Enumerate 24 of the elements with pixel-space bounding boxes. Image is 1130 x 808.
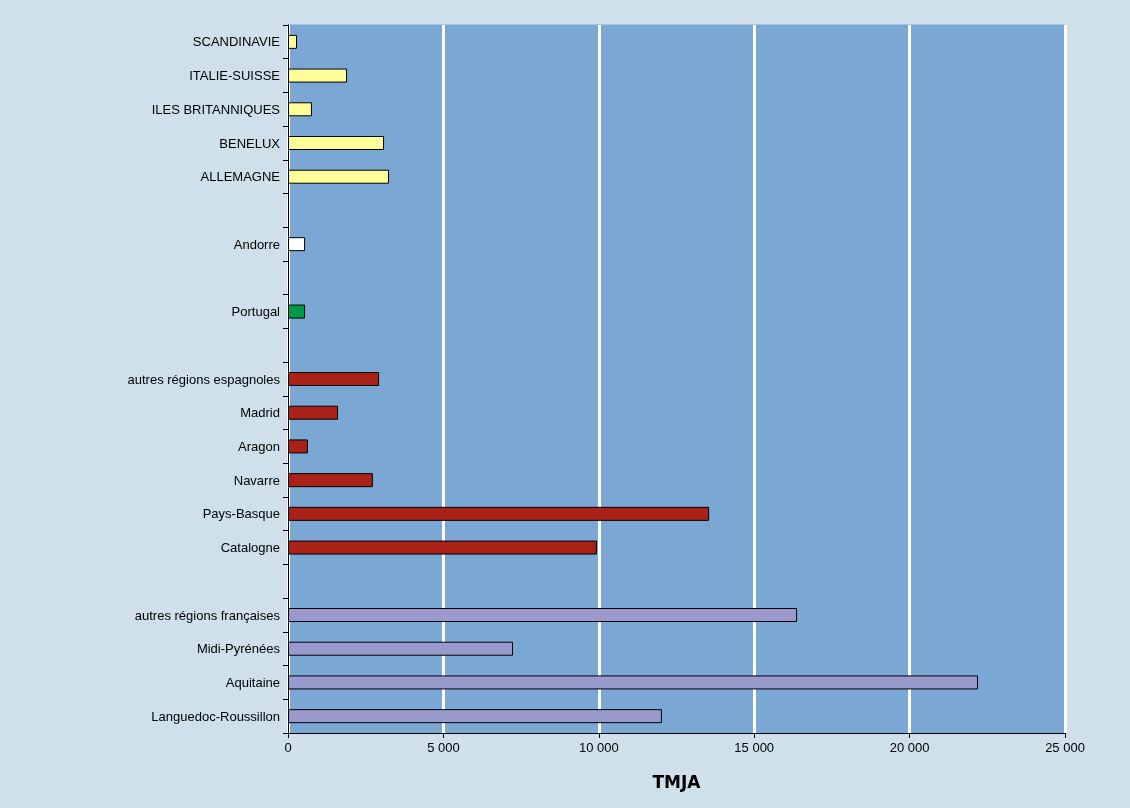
y-tick-label: Pays-Basque bbox=[202, 506, 280, 522]
y-tick-label: ILES BRITANNIQUES bbox=[151, 101, 281, 117]
y-tick-label: BENELUX bbox=[219, 135, 281, 151]
y-tick-label: Portugal bbox=[231, 304, 281, 320]
x-axis-title: TMJA bbox=[652, 771, 702, 792]
x-tick-label: 15 000 bbox=[734, 740, 775, 755]
y-tick-label: SCANDINAVIE bbox=[192, 34, 281, 50]
x-tick-label: 5 000 bbox=[427, 740, 460, 755]
y-tick-label: Aragon bbox=[238, 438, 280, 454]
x-tick-label: 0 bbox=[284, 740, 292, 755]
y-tick-label: Languedoc-Roussillon bbox=[151, 708, 280, 724]
y-tick-label: Midi-Pyrénées bbox=[196, 641, 281, 657]
y-tick-label: autres régions espagnoles bbox=[127, 371, 281, 387]
y-tick-label: Madrid bbox=[240, 405, 280, 421]
y-tick-label: ITALIE-SUISSE bbox=[189, 68, 281, 84]
x-tick-label: 25 000 bbox=[1045, 740, 1085, 755]
y-tick-label: autres régions françaises bbox=[134, 607, 281, 623]
x-tick-label: 10 000 bbox=[578, 740, 619, 755]
y-tick-label: Aquitaine bbox=[225, 674, 280, 690]
y-tick-label: Andorre bbox=[233, 236, 280, 252]
y-tick-label: ALLEMAGNE bbox=[200, 169, 281, 185]
y-tick-label: Catalogne bbox=[220, 540, 280, 556]
x-tick-label: 20 000 bbox=[889, 740, 930, 755]
y-tick-label: Navarre bbox=[233, 472, 280, 488]
